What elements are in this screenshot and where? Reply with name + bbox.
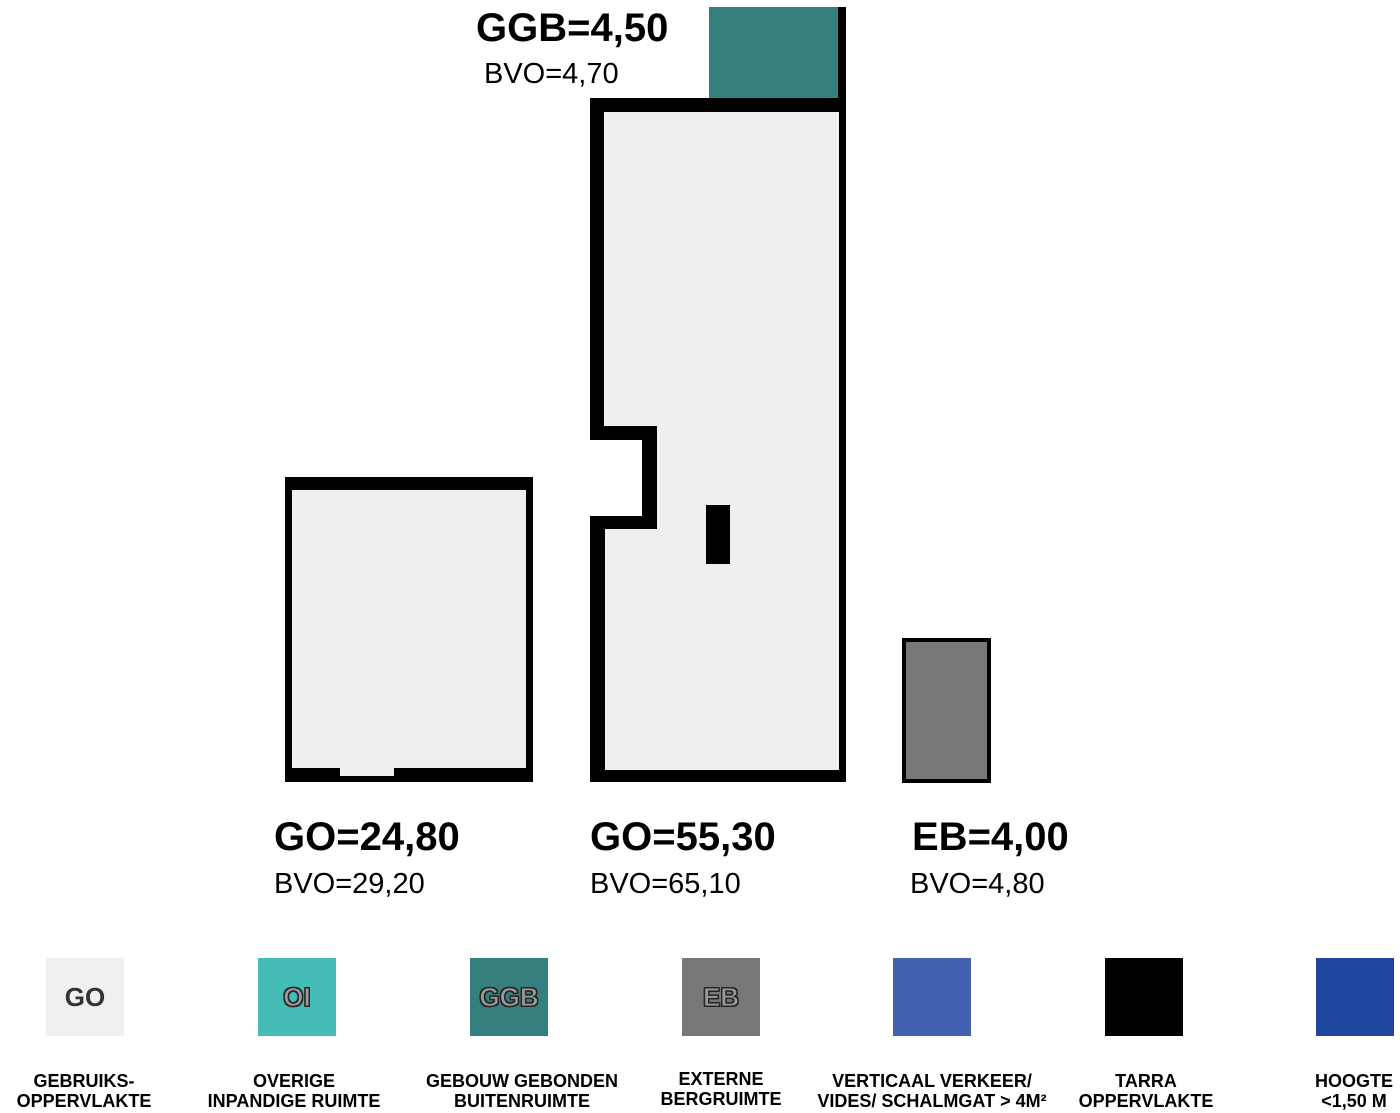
ggb-area bbox=[709, 7, 842, 100]
legend-swatch-ggb: GGB bbox=[470, 958, 548, 1036]
middle-wall-left-lower bbox=[590, 516, 605, 782]
legend-swatch-vertical-traffic bbox=[893, 958, 971, 1036]
legend-swatch-height bbox=[1316, 958, 1394, 1036]
eb-area-label: EB=4,00 bbox=[912, 815, 1069, 859]
legend-label-go: GEBRUIKS- OPPERVLAKTE bbox=[0, 1071, 214, 1111]
legend-code-oi: OI bbox=[283, 981, 311, 1012]
legend-label-oi-line1: OVERIGE bbox=[252, 1071, 336, 1091]
legend-label-vertical-traffic: VERTICAAL VERKEER/ VIDES/ SCHALMGAT > 4M… bbox=[802, 1071, 1062, 1111]
legend-label-vertical-traffic-line1: VERTICAAL VERKEER/ bbox=[832, 1071, 1032, 1091]
legend-label-vertical-traffic-line2: VIDES/ SCHALMGAT > 4M² bbox=[817, 1091, 1047, 1111]
legend-label-oi-line2: INPANDIGE RUIMTE bbox=[207, 1091, 381, 1111]
left-room-door-gap bbox=[340, 768, 394, 776]
eb-bvo-label: BVO=4,80 bbox=[910, 868, 1045, 900]
legend-code-eb: EB bbox=[702, 981, 740, 1012]
legend-label-tarra-line1: TARRA bbox=[1115, 1071, 1177, 1091]
legend-code-go: GO bbox=[64, 981, 106, 1012]
legend-label-tarra: TARRA OPPERVLAKTE bbox=[1016, 1071, 1276, 1111]
legend-swatch-tarra bbox=[1105, 958, 1183, 1036]
legend-label-eb: EXTERNE BERGRUIMTE bbox=[591, 1069, 851, 1109]
eb-storage bbox=[902, 638, 991, 783]
legend-code-ggb: GGB bbox=[479, 981, 539, 1012]
legend-label-ggb: GEBOUW GEBONDEN BUITENRUIMTE bbox=[392, 1071, 652, 1111]
go-mid-area-label: GO=55,30 bbox=[590, 815, 776, 859]
legend-label-height-line1: HOOGTE bbox=[1314, 1071, 1393, 1091]
middle-building-notch-fill bbox=[590, 440, 604, 516]
legend-swatch-eb: EB bbox=[682, 958, 760, 1036]
legend-label-ggb-line1: GEBOUW GEBONDEN bbox=[425, 1071, 618, 1091]
middle-wall-notch-outer-bottom bbox=[590, 516, 657, 529]
middle-building-floor bbox=[604, 112, 839, 770]
legend-label-height-line2: <1,50 M bbox=[1321, 1091, 1387, 1111]
legend-label-go-line2: OPPERVLAKTE bbox=[16, 1091, 152, 1111]
legend-label-eb-line1: EXTERNE bbox=[678, 1069, 764, 1089]
middle-wall-notch-outer-top bbox=[590, 426, 657, 440]
left-room-inner bbox=[292, 490, 526, 768]
legend-label-eb-line2: BERGRUIMTE bbox=[660, 1089, 782, 1109]
ggb-area-label: GGB=4,50 bbox=[476, 6, 669, 50]
legend-swatch-go: GO bbox=[46, 958, 124, 1036]
go-left-area-label: GO=24,80 bbox=[274, 815, 460, 859]
go-mid-bvo-label: BVO=65,10 bbox=[590, 868, 741, 900]
ggb-bvo-label: BVO=4,70 bbox=[484, 58, 619, 90]
middle-wall-notch-outer-side bbox=[643, 426, 657, 529]
legend-label-go-line1: GEBRUIKS- bbox=[33, 1071, 135, 1091]
legend-swatch-oi: OI bbox=[258, 958, 336, 1036]
middle-wall-left-upper bbox=[590, 98, 604, 440]
column bbox=[706, 505, 730, 564]
legend-label-ggb-line2: BUITENRUIMTE bbox=[454, 1091, 590, 1111]
legend-label-tarra-line2: OPPERVLAKTE bbox=[1078, 1091, 1214, 1111]
legend-label-oi: OVERIGE INPANDIGE RUIMTE bbox=[164, 1071, 424, 1111]
go-left-bvo-label: BVO=29,20 bbox=[274, 868, 425, 900]
legend-label-height: HOOGTE <1,50 M bbox=[1309, 1071, 1399, 1111]
